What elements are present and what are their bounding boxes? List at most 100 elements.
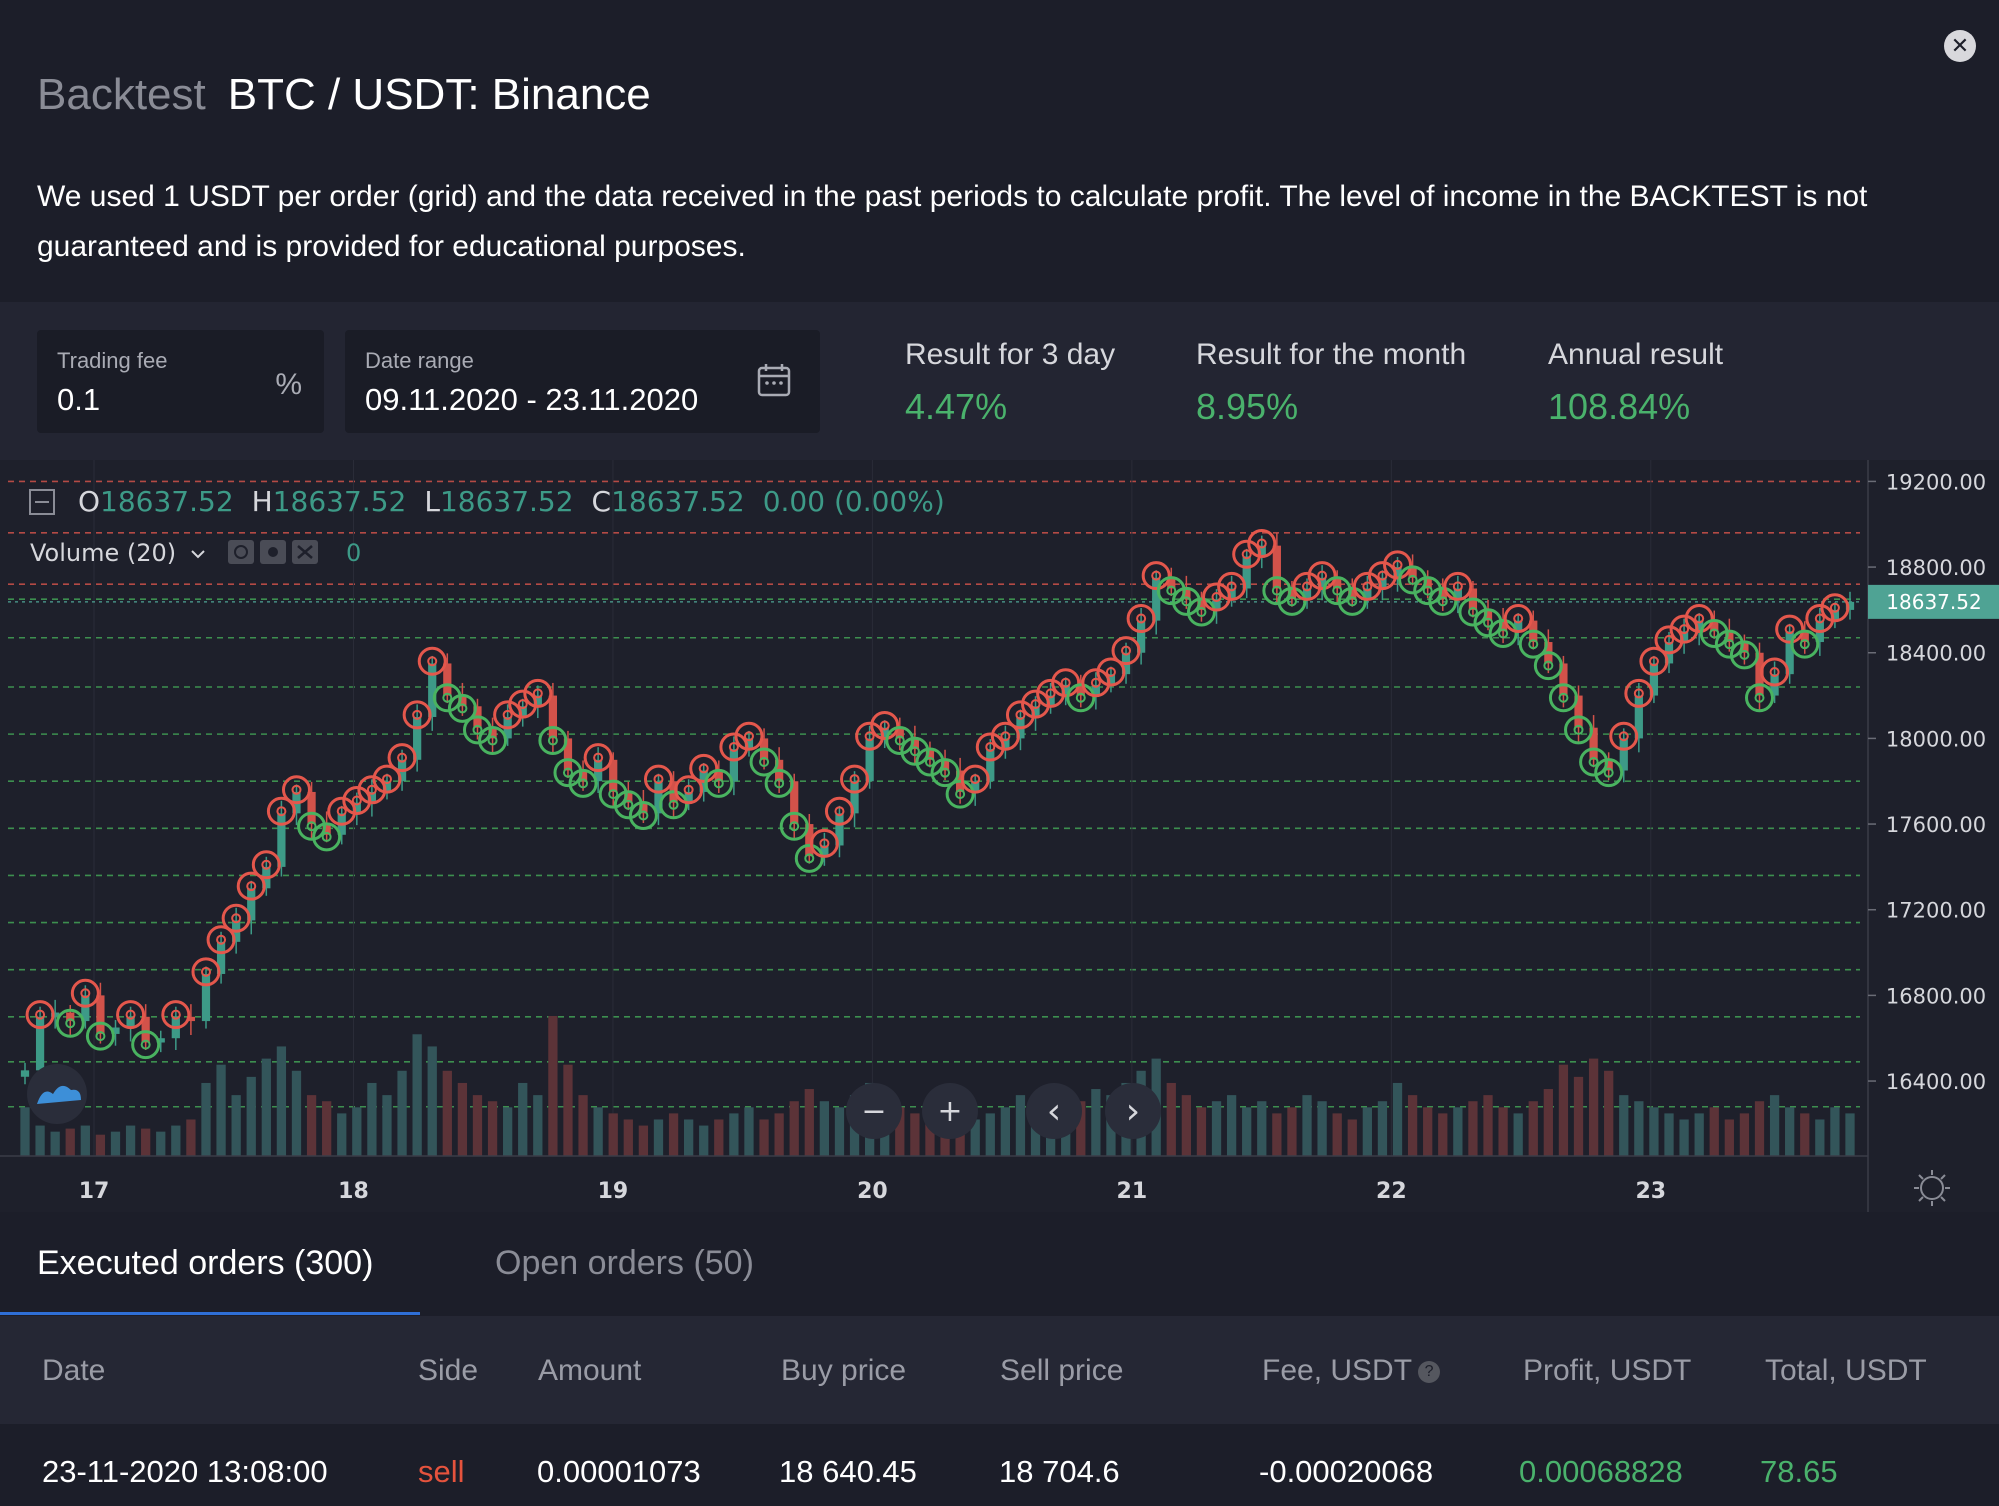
buy-order-marker: [1262, 576, 1292, 606]
scroll-left-button[interactable]: ‹: [1026, 1083, 1082, 1139]
col-sell-price[interactable]: Sell price: [1000, 1354, 1124, 1387]
help-icon[interactable]: ?: [1418, 1361, 1441, 1384]
chart-canvas[interactable]: 19200.00 18800.00 18400.00 18000.00 17600.00…: [0, 460, 1999, 1212]
candle-body: [609, 759, 618, 792]
candle-body: [1348, 588, 1357, 600]
col-buy-price[interactable]: Buy price: [781, 1354, 907, 1387]
calendar-icon[interactable]: [756, 362, 792, 398]
candle-body: [805, 824, 814, 857]
price-axis[interactable]: 19200.00 18800.00 18400.00 18000.00 17600.00…: [1868, 470, 1986, 1094]
volume-bar: [1076, 1101, 1086, 1156]
tab-executed-orders[interactable]: Executed orders (300): [37, 1244, 374, 1282]
chart-settings-icon[interactable]: [1914, 1170, 1950, 1206]
buy-order-marker: [1548, 683, 1578, 713]
volume-bar: [729, 1113, 739, 1156]
buy-order-marker: [1714, 629, 1744, 659]
table-row[interactable]: 23-11-2020 13:08:00 sell 0.00001073 18 6…: [0, 1424, 1999, 1506]
sell-order-marker: [417, 646, 447, 676]
settings-band: [0, 302, 1999, 460]
candle-body: [624, 791, 633, 803]
chart-navigation[interactable]: − + ‹ ›: [846, 1083, 1161, 1139]
order-marker-center: [1286, 596, 1297, 607]
candle-body: [1242, 556, 1251, 589]
volume-bar: [1196, 1107, 1207, 1156]
cell-buy-price: 18 640.45: [779, 1454, 917, 1489]
time-axis[interactable]: 17 18 19 20 21 22 23: [79, 1179, 1666, 1204]
volume-bar: [1000, 1107, 1011, 1156]
eye-icon[interactable]: [228, 540, 254, 564]
sell-order-marker: [824, 796, 854, 826]
volume-bar: [442, 1070, 452, 1156]
volume-bar: [910, 1113, 920, 1156]
time-tick-label: 22: [1376, 1179, 1407, 1204]
sell-order-marker: [1775, 614, 1805, 644]
zoom-in-button[interactable]: +: [922, 1083, 978, 1139]
order-marker-center: [743, 731, 754, 742]
candle-body: [458, 695, 467, 707]
scroll-right-button[interactable]: ›: [1105, 1083, 1161, 1139]
order-marker-center: [1739, 649, 1750, 660]
volume-legend-label[interactable]: Volume (20): [30, 539, 176, 567]
legend-change: 0.00 (0.00%): [763, 485, 945, 518]
order-marker-center: [170, 1009, 181, 1020]
col-profit[interactable]: Profit, USDT: [1523, 1354, 1692, 1387]
sell-order-marker: [402, 700, 432, 730]
price-chart[interactable]: 19200.00 18800.00 18400.00 18000.00 17600.00…: [0, 460, 1999, 1212]
trading-fee-value[interactable]: 0.1: [57, 382, 101, 417]
chevron-down-icon[interactable]: [191, 550, 205, 559]
date-range-field[interactable]: Date range 09.11.2020 - 23.11.2020: [345, 330, 820, 433]
order-marker-center: [1302, 581, 1313, 592]
col-total[interactable]: Total, USDT: [1765, 1354, 1927, 1387]
volume-bar: [1800, 1113, 1810, 1156]
order-marker-center: [216, 934, 227, 945]
zoom-out-button[interactable]: −: [846, 1083, 902, 1139]
col-amount[interactable]: Amount: [538, 1354, 642, 1387]
order-marker-center: [985, 741, 996, 752]
order-marker-center: [608, 789, 619, 800]
order-marker-center: [472, 724, 483, 735]
order-marker-center: [864, 731, 875, 742]
order-marker-center: [1090, 677, 1101, 688]
volume-bar: [216, 1064, 226, 1156]
trading-fee-field[interactable]: Trading fee 0.1 %: [37, 330, 324, 433]
sell-order-marker: [1051, 668, 1081, 698]
candle-body: [1604, 759, 1613, 771]
sell-order-marker: [1805, 603, 1835, 633]
buy-order-marker: [749, 747, 779, 777]
candle-body: [111, 1027, 120, 1034]
tab-open-orders[interactable]: Open orders (50): [495, 1244, 754, 1282]
sell-order-marker: [266, 796, 296, 826]
sell-order-marker: [251, 850, 281, 880]
close-icon[interactable]: ✕: [1944, 30, 1976, 62]
volume-bar: [427, 1046, 437, 1156]
col-side[interactable]: Side: [418, 1354, 479, 1387]
order-marker-center: [65, 1018, 76, 1029]
volume-bar: [80, 1125, 90, 1156]
order-marker-center: [1121, 645, 1132, 656]
last-price-label: 18637.52: [1886, 590, 1981, 614]
order-marker-center: [834, 806, 845, 817]
order-marker-center: [397, 752, 408, 763]
buy-order-marker: [1322, 576, 1352, 606]
col-fee[interactable]: Fee, USDT?: [1262, 1354, 1441, 1388]
candle-body: [1106, 674, 1116, 685]
candle-body: [1740, 642, 1749, 653]
buy-order-marker: [628, 800, 658, 830]
volume-bar: [1317, 1101, 1327, 1156]
buy-order-marker: [1186, 597, 1216, 627]
volume-bar: [125, 1125, 136, 1156]
collapse-legend-icon[interactable]: [29, 489, 55, 515]
order-marker-center: [562, 767, 573, 778]
cell-fee: -0.00020068: [1259, 1454, 1434, 1489]
sell-order-marker: [1503, 603, 1533, 633]
volume-bar: [518, 1082, 528, 1156]
order-marker-center: [231, 913, 242, 924]
col-date[interactable]: Date: [42, 1354, 106, 1387]
date-range-value[interactable]: 09.11.2020 - 23.11.2020: [365, 382, 699, 417]
modal-description: We used 1 USDT per order (grid) and the …: [37, 180, 1868, 263]
order-marker-center: [1196, 607, 1207, 618]
order-marker-center: [698, 763, 709, 774]
sell-order-marker: [25, 1000, 55, 1030]
order-marker-center: [351, 795, 362, 806]
